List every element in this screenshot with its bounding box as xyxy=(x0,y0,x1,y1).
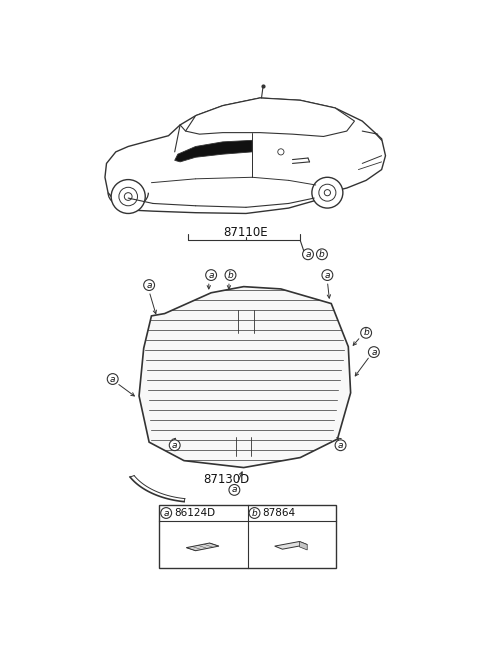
Circle shape xyxy=(369,346,379,358)
Text: a: a xyxy=(305,250,311,258)
Circle shape xyxy=(144,279,155,291)
Polygon shape xyxy=(139,287,350,468)
Circle shape xyxy=(111,180,145,213)
Text: a: a xyxy=(110,375,116,384)
Circle shape xyxy=(322,270,333,281)
Polygon shape xyxy=(300,541,307,550)
Text: 87130D: 87130D xyxy=(204,472,250,485)
Circle shape xyxy=(302,249,313,260)
Circle shape xyxy=(249,508,260,518)
Circle shape xyxy=(335,440,346,451)
Circle shape xyxy=(316,249,327,260)
Text: a: a xyxy=(324,270,330,279)
Polygon shape xyxy=(186,543,219,551)
Text: b: b xyxy=(252,508,257,518)
Circle shape xyxy=(324,190,330,195)
Text: a: a xyxy=(146,281,152,289)
Circle shape xyxy=(169,440,180,451)
Text: 87110E: 87110E xyxy=(224,226,268,239)
Bar xyxy=(159,504,336,567)
Circle shape xyxy=(360,327,372,338)
Text: a: a xyxy=(172,441,178,450)
Text: a: a xyxy=(208,270,214,279)
Polygon shape xyxy=(175,140,252,162)
Circle shape xyxy=(312,177,343,208)
Text: a: a xyxy=(338,441,343,450)
Text: 87864: 87864 xyxy=(262,508,295,518)
Text: a: a xyxy=(163,508,169,518)
Circle shape xyxy=(107,374,118,384)
Circle shape xyxy=(229,485,240,495)
Text: 86124D: 86124D xyxy=(174,508,215,518)
Circle shape xyxy=(206,270,216,281)
Circle shape xyxy=(278,149,284,155)
Polygon shape xyxy=(275,541,307,549)
Text: a: a xyxy=(232,485,237,495)
Circle shape xyxy=(161,508,172,518)
Polygon shape xyxy=(186,98,355,136)
Text: b: b xyxy=(319,250,325,258)
Text: b: b xyxy=(228,270,233,279)
Text: b: b xyxy=(363,328,369,337)
Polygon shape xyxy=(105,98,385,213)
Circle shape xyxy=(225,270,236,281)
Circle shape xyxy=(124,193,132,200)
Text: a: a xyxy=(371,348,377,357)
